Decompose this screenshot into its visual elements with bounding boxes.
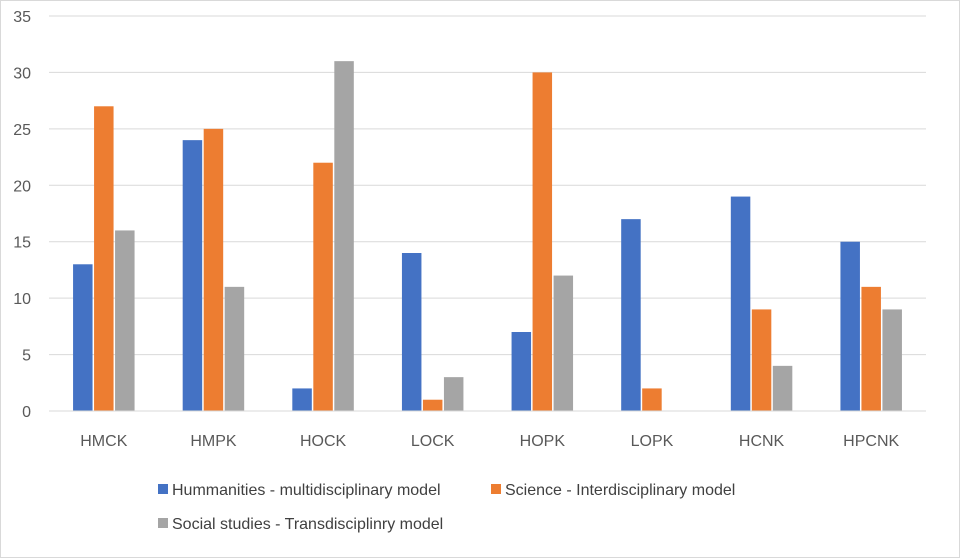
bar-hock-series-3 (334, 61, 354, 412)
legend: Hummanities - multidisciplinary model Sci… (158, 482, 735, 533)
y-tick-label: 5 (22, 348, 31, 365)
y-tick-label: 30 (13, 65, 31, 82)
bar-hpcnk-series-1 (840, 241, 860, 411)
bar-lopk-series-2 (642, 388, 662, 411)
bar-hmck-series-3 (115, 230, 135, 411)
legend-label-series-3: Social studies - Transdisciplinry model (172, 516, 443, 533)
bar-hopk-series-3 (553, 275, 574, 411)
bar-hcnk-series-1 (730, 196, 751, 411)
bar-lock-series-3 (443, 377, 464, 411)
y-tick-label: 10 (13, 291, 31, 308)
legend-swatch-series-2 (491, 484, 501, 494)
legend-label-series-2: Science - Interdisciplinary model (505, 482, 735, 499)
bar-hmck-series-1 (73, 264, 93, 411)
x-tick-label: HMCK (80, 433, 127, 450)
y-tick-label: 35 (13, 9, 31, 26)
legend-swatch-series-3 (158, 518, 168, 528)
bar-hmck-series-2 (94, 106, 114, 412)
x-tick-label: HCNK (739, 433, 785, 450)
y-tick-label: 25 (13, 122, 31, 139)
legend-label-series-1: Hummanities - multidisciplinary model (172, 482, 441, 499)
bar-hmpk-series-1 (182, 140, 203, 411)
x-tick-label: HPCNK (843, 433, 899, 450)
bar-hock-series-1 (292, 388, 312, 411)
bar-hock-series-2 (313, 162, 333, 411)
bar-hpcnk-series-3 (882, 309, 902, 411)
y-tick-label: 15 (13, 235, 31, 252)
bar-hcnk-series-3 (772, 365, 793, 411)
x-tick-label: LOPK (631, 433, 674, 450)
bars (73, 61, 902, 412)
bar-hcnk-series-2 (751, 309, 772, 411)
bar-lock-series-1 (401, 253, 422, 411)
axes: 0 5 10 15 20 25 30 35 HMCK HMPK HOCK LOCK HOPK LOPK HC… (13, 9, 926, 450)
x-tick-label: HOCK (300, 433, 347, 450)
bar-hmpk-series-2 (203, 128, 224, 411)
gridlines (49, 15, 926, 356)
y-tick-label: 0 (22, 404, 31, 421)
bar-lopk-series-1 (621, 219, 641, 411)
legend-swatch-series-1 (158, 484, 168, 494)
x-tick-label: HOPK (520, 433, 566, 450)
bar-hpcnk-series-2 (861, 286, 881, 411)
bar-hopk-series-2 (532, 72, 553, 411)
bar-lock-series-2 (422, 399, 443, 411)
bar-hopk-series-1 (511, 332, 532, 411)
y-tick-label: 20 (13, 178, 31, 195)
x-tick-label: LOCK (411, 433, 455, 450)
x-tick-label: HMPK (190, 433, 237, 450)
bar-hmpk-series-3 (224, 286, 245, 411)
